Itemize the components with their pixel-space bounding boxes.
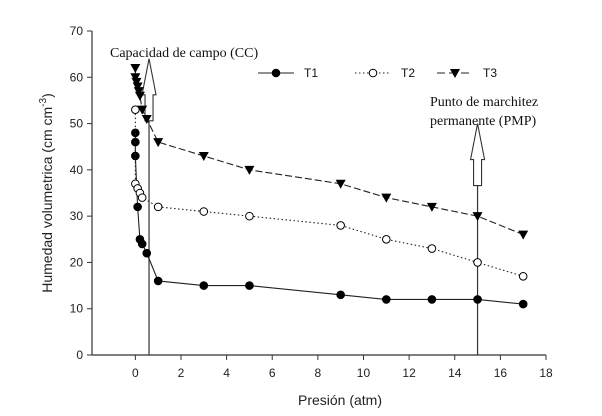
- x-axis-title: Presión (atm): [298, 392, 382, 408]
- data-point-t2: [336, 221, 345, 230]
- data-point-t3: [518, 230, 529, 240]
- data-point-t3: [198, 151, 209, 161]
- y-tick-label: 0: [76, 348, 83, 362]
- legend-label: T2: [401, 66, 415, 80]
- series-line-t1: [134, 132, 524, 305]
- data-point-t3: [141, 114, 152, 124]
- data-point-t3: [137, 105, 148, 115]
- x-tick-label: 6: [269, 366, 276, 380]
- data-point-t3: [132, 82, 143, 92]
- x-tick-label: 0: [132, 366, 139, 380]
- x-tick-label: 14: [448, 366, 462, 380]
- series-t3: [130, 64, 529, 240]
- legend-label: T1: [304, 66, 318, 80]
- x-tick-label: 12: [402, 366, 416, 380]
- data-point-t1: [245, 281, 254, 290]
- y-tick-label: 10: [70, 302, 84, 316]
- data-point-t3: [381, 193, 392, 203]
- data-point-t1: [131, 128, 140, 138]
- data-point-t1: [133, 202, 142, 212]
- cc-annotation-label: Capacidad de campo (CC): [110, 46, 258, 61]
- pmp-annotation-label: Punto de marchitez: [430, 95, 538, 110]
- data-point-t2: [427, 244, 437, 253]
- data-point-t3: [335, 179, 346, 189]
- data-point-t3: [133, 87, 144, 97]
- data-point-t3: [244, 165, 255, 175]
- data-point-t3: [472, 212, 483, 222]
- data-point-t2: [137, 193, 147, 202]
- data-point-t2: [245, 211, 254, 221]
- x-tick-label: 4: [223, 366, 230, 380]
- x-tick-label: 10: [357, 366, 371, 380]
- x-tick-label: 8: [315, 366, 322, 380]
- series-t2: [131, 105, 528, 281]
- data-point-t3: [153, 138, 164, 148]
- series-line-t3: [134, 68, 524, 236]
- data-point-t2: [199, 207, 209, 216]
- y-tick-label: 60: [70, 70, 84, 84]
- data-point-t2: [131, 105, 140, 114]
- pmp-arrow-arrowhead: [469, 123, 486, 187]
- data-point-t1: [153, 276, 163, 286]
- data-point-t1: [473, 295, 482, 304]
- y-axis-title-main: Humedad volumetrica (cm cm: [39, 107, 55, 293]
- legend-marker: [271, 68, 281, 78]
- series-t1: [131, 128, 528, 309]
- y-tick-label: 20: [70, 255, 84, 269]
- legend-item-t3: T3: [437, 66, 497, 80]
- x-tick-label: 2: [178, 366, 185, 380]
- data-point-t2: [473, 258, 482, 267]
- data-point-t3: [131, 77, 142, 87]
- axes: 0 2 4 6 8 10 12 14 16 18 0 10 20 30 40 50 60 70: [70, 24, 553, 380]
- data-point-t2: [382, 234, 391, 244]
- data-point-t1: [427, 295, 437, 304]
- data-point-t1: [199, 281, 209, 290]
- y-tick-label: 70: [70, 24, 84, 38]
- legend-marker: [450, 69, 460, 78]
- data-point-t1: [518, 299, 528, 309]
- data-point-t2: [153, 202, 163, 212]
- annotations: Capacidad de campo (CC) Punto de marchite…: [110, 46, 538, 355]
- data-point-t1: [336, 290, 345, 300]
- series-line-t2: [134, 109, 524, 277]
- legend-item-t1: T1: [258, 66, 318, 80]
- y-axis-title-suffix: ): [39, 93, 55, 98]
- data-point-t1: [382, 295, 391, 304]
- y-tick-label: 40: [70, 163, 84, 177]
- data-point-t3: [134, 91, 145, 101]
- data-point-t2: [518, 272, 528, 281]
- data-point-t3: [426, 202, 437, 212]
- pmp-annotation-label: permanente (PMP): [430, 114, 536, 129]
- data-point-t1: [131, 151, 140, 161]
- legend-label: T3: [483, 66, 497, 80]
- legend: T1 T2 T3: [258, 66, 497, 80]
- legend-marker: [368, 68, 378, 78]
- data-point-t3: [130, 73, 141, 83]
- y-tick-label: 30: [70, 209, 84, 223]
- data-point-t1: [142, 248, 152, 258]
- y-tick-label: 50: [70, 117, 84, 131]
- y-axis-title: Humedad volumetrica (cm cm-3): [38, 93, 55, 293]
- data-point-t3: [130, 64, 141, 74]
- legend-item-t2: T2: [355, 66, 415, 80]
- series-layer: [130, 64, 529, 309]
- y-axis-title-superscript: -3: [38, 97, 49, 106]
- data-point-t1: [137, 239, 147, 249]
- x-tick-label: 18: [539, 366, 553, 380]
- x-tick-label: 16: [494, 366, 508, 380]
- cc-arrow-arrowhead: [141, 58, 157, 122]
